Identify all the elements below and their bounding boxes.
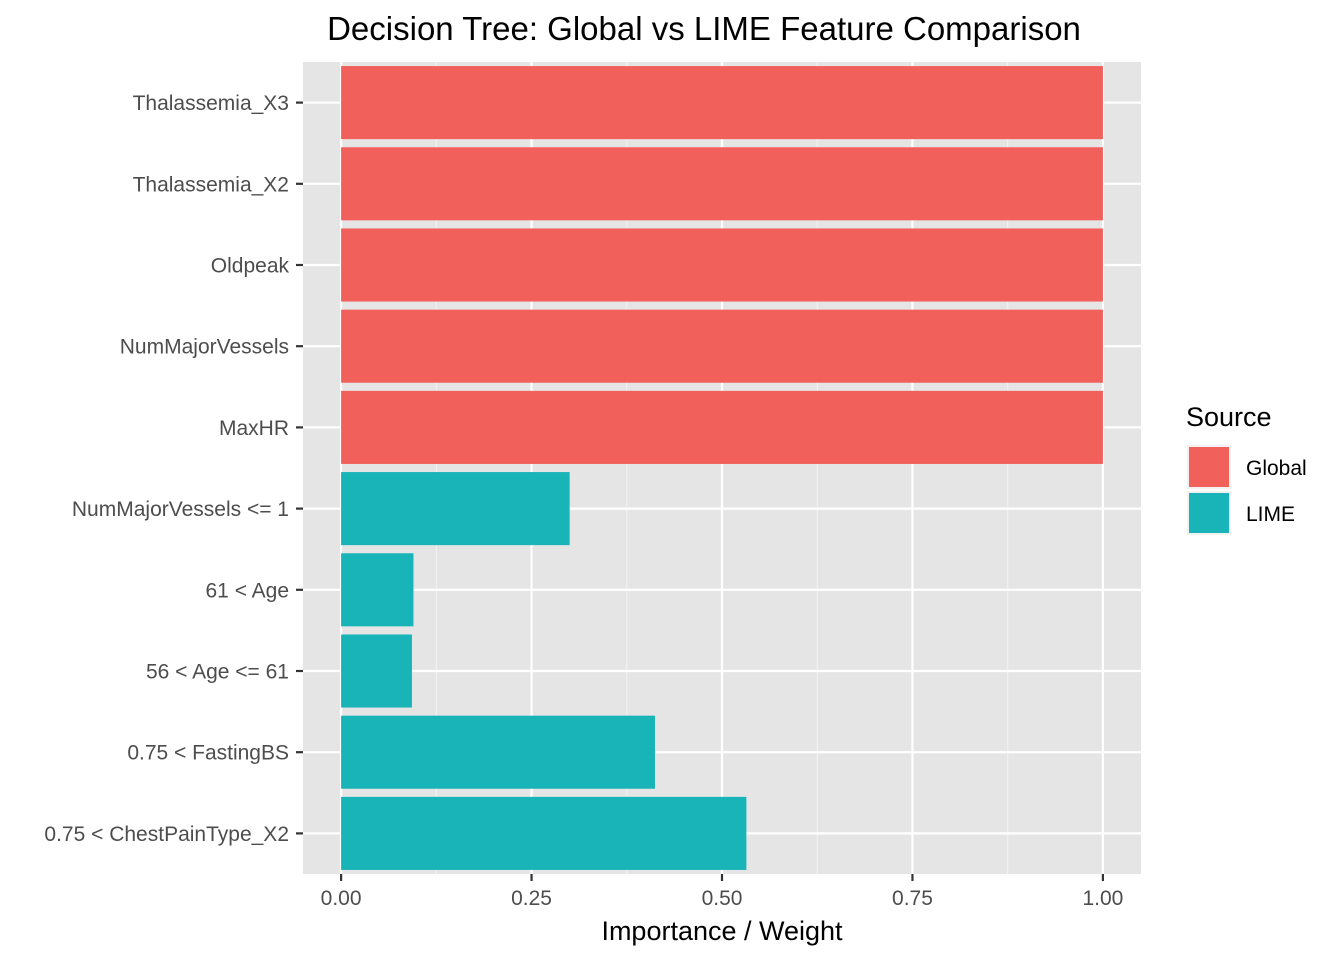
bar-lime [341,634,412,708]
bar-global [341,390,1103,464]
y-tick-label: 0.75 < FastingBS [127,742,289,765]
x-tick-label: 0.25 [511,887,552,910]
bar-global [341,147,1103,221]
legend-label-lime: LIME [1246,503,1295,526]
bar-global [341,66,1103,140]
y-tick-label: 56 < Age <= 61 [146,661,289,684]
y-tick-label: NumMajorVessels [120,336,289,359]
x-tick-label: 1.00 [1082,887,1123,910]
bar-lime [341,796,747,870]
x-tick-label: 0.50 [702,887,743,910]
bar-global [341,228,1103,302]
legend-swatch-global [1189,447,1229,487]
legend-swatch-lime [1189,493,1229,533]
chart-title: Decision Tree: Global vs LIME Feature Co… [327,10,1081,47]
x-axis-title: Importance / Weight [601,916,843,946]
legend-items: Global LIME [1187,445,1307,535]
bar-lime [341,715,655,789]
y-tick-label: 0.75 < ChestPainType_X2 [44,823,289,846]
y-tick-label: MaxHR [219,417,289,440]
bar-lime [341,472,570,546]
y-tick-label: Oldpeak [211,255,290,278]
x-axis: 0.00 0.25 0.50 0.75 1.00 [321,874,1123,910]
legend: Source Global LIME [1186,402,1307,535]
legend-title: Source [1186,402,1272,432]
y-tick-label: 61 < Age [206,579,290,602]
bar-global [341,309,1103,383]
legend-label-global: Global [1246,457,1307,480]
y-axis: Thalassemia_X3 Thalassemia_X2 Oldpeak NumMa… [44,92,303,846]
y-tick-label: NumMajorVessels <= 1 [72,498,289,521]
y-tick-label: Thalassemia_X3 [133,92,289,115]
bars [341,66,1103,870]
x-tick-label: 0.75 [892,887,933,910]
bar-lime [341,553,414,627]
x-tick-label: 0.00 [321,887,362,910]
y-tick-label: Thalassemia_X2 [133,173,289,196]
